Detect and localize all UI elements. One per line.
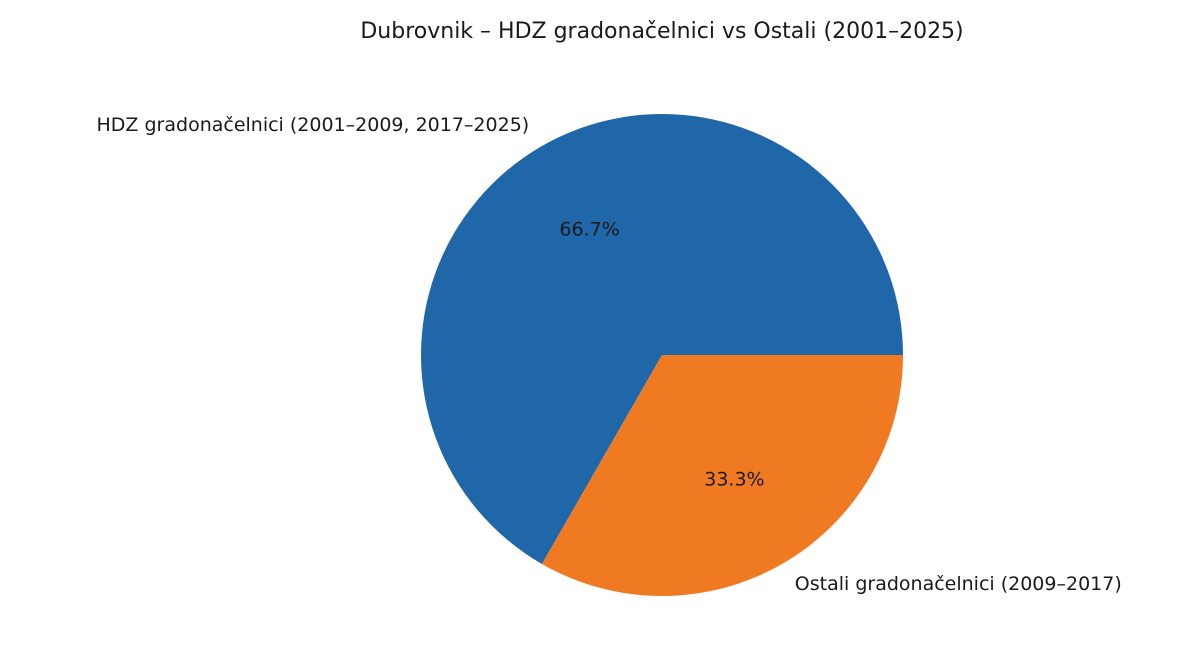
slice-label: Ostali gradonačelnici (2009–2017)	[795, 573, 1122, 595]
chart-title: Dubrovnik – HDZ gradonačelnici vs Ostali…	[360, 19, 963, 44]
value-label: 33.3%	[704, 469, 764, 491]
pie-slice	[541, 355, 903, 596]
value-label: 66.7%	[559, 218, 619, 240]
pie-slice	[421, 114, 903, 564]
slice-label: HDZ gradonačelnici (2001–2009, 2017–2025…	[97, 114, 530, 136]
